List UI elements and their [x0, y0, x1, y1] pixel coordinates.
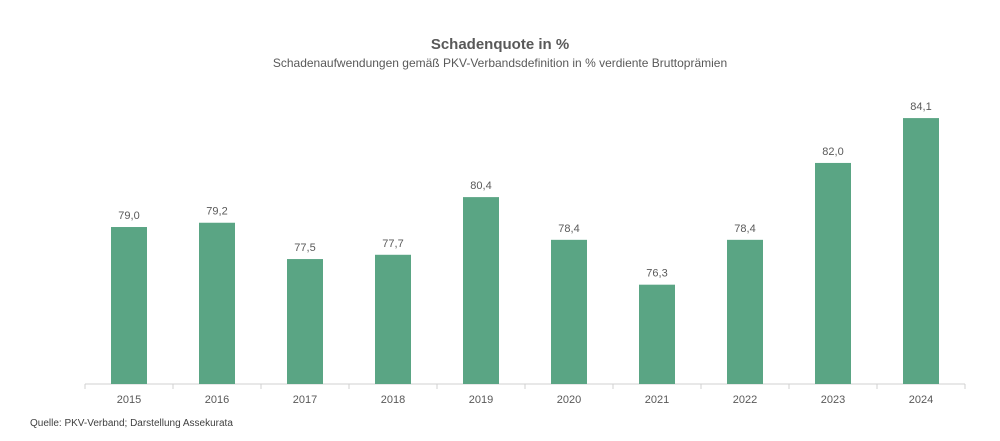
bar-2018 [375, 254, 411, 384]
x-tick-label-2024: 2024 [909, 394, 933, 406]
data-label-2015: 79,0 [118, 210, 139, 222]
source-note: Quelle: PKV-Verband; Darstellung Assekur… [30, 418, 233, 429]
x-tick-labels: 2015 2016 2017 2018 2019 2020 2021 2022 2023 2024 [117, 394, 933, 406]
bar-2021 [639, 284, 675, 384]
x-tick-label-2021: 2021 [645, 394, 669, 406]
bar-2024 [903, 118, 939, 384]
bar-2023 [815, 162, 851, 384]
data-label-2024: 84,1 [910, 101, 931, 113]
bar-2019 [463, 197, 499, 384]
x-tick-label-2015: 2015 [117, 394, 141, 406]
x-tick-label-2020: 2020 [557, 394, 581, 406]
x-tick-label-2023: 2023 [821, 394, 845, 406]
data-label-2022: 78,4 [734, 223, 755, 235]
x-tick-label-2022: 2022 [733, 394, 757, 406]
data-label-2018: 77,7 [382, 238, 403, 250]
bar-series [111, 118, 939, 384]
data-label-2017: 77,5 [294, 242, 315, 254]
data-labels: 79,0 79,2 77,5 77,7 80,4 78,4 76,3 78,4 82,0 84,1 [118, 101, 931, 280]
data-label-2016: 79,2 [206, 206, 227, 218]
x-axis-ticks [84, 384, 966, 389]
bar-2020 [551, 239, 587, 384]
x-tick-label-2017: 2017 [293, 394, 317, 406]
bar-2015 [111, 227, 147, 384]
x-tick-label-2018: 2018 [381, 394, 405, 406]
bar-2016 [199, 222, 235, 384]
chart-subtitle: Schadenaufwendungen gemäß PKV-Verbandsde… [272, 56, 728, 70]
data-label-2021: 76,3 [646, 268, 667, 280]
bar-2017 [287, 259, 323, 384]
x-tick-label-2019: 2019 [469, 394, 493, 406]
data-label-2019: 80,4 [470, 180, 491, 192]
data-label-2020: 78,4 [558, 223, 579, 235]
data-label-2023: 82,0 [822, 146, 843, 158]
chart-title: Schadenquote in % [430, 36, 570, 53]
bar-2022 [727, 239, 763, 384]
x-tick-label-2016: 2016 [205, 394, 229, 406]
